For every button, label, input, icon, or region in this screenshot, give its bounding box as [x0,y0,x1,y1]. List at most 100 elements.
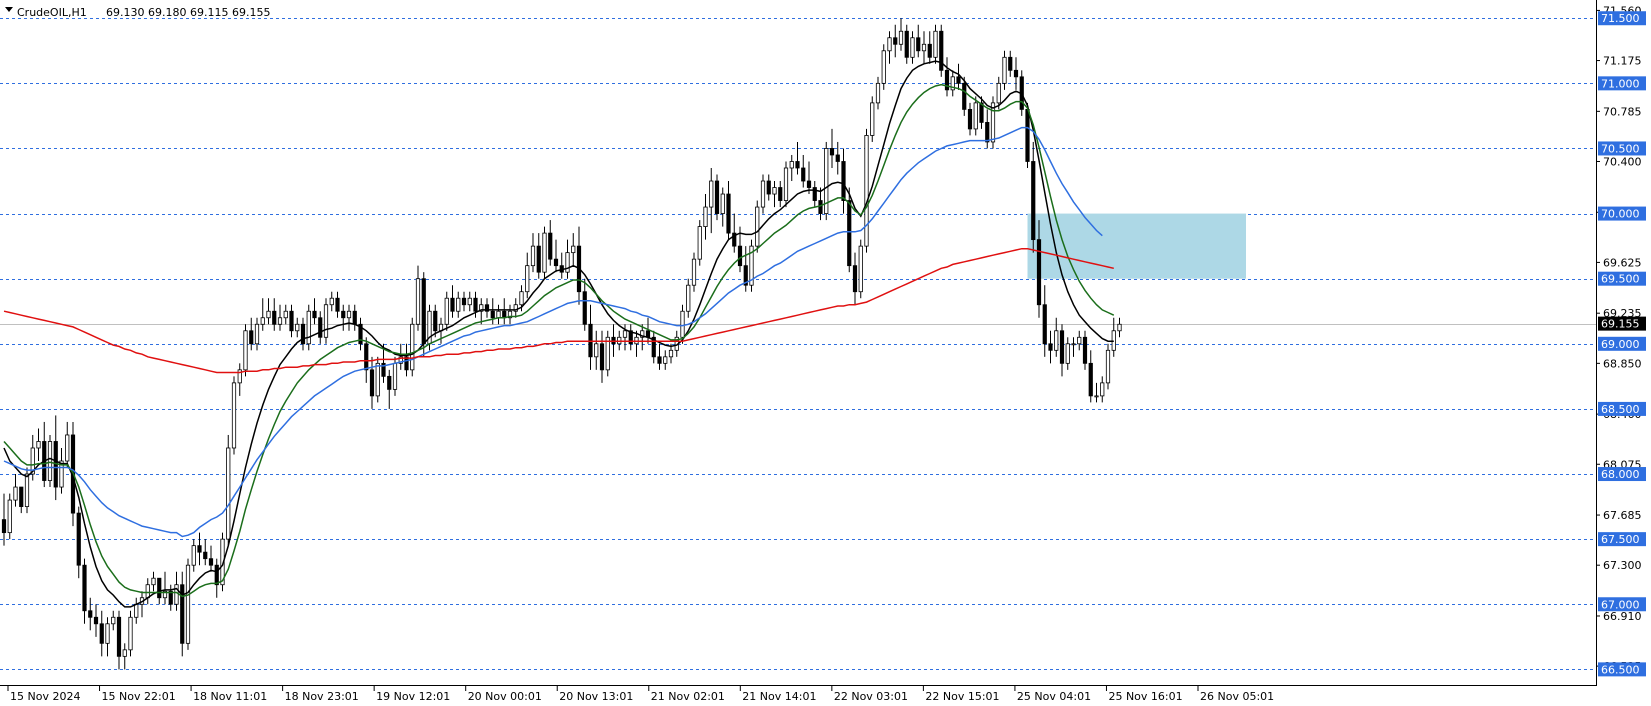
candle-bear [93,616,99,625]
time-tick-label: 22 Nov 03:01 [834,690,908,703]
level-tags: 71.500 71.000 70.500 70.000 69.500 69.000 68.5… [1598,11,1646,677]
chart-header: CrudeOIL,H1 69.130 69.180 69.115 69.155 [5,6,270,19]
candle-bull [824,148,829,214]
level-tag-bg [1598,271,1646,286]
level-tag: 67.000 [1601,598,1640,611]
candle-bear [582,291,587,325]
candle-bear [381,362,386,377]
candle-bull [65,434,70,462]
candle-bear [893,37,898,45]
candle-bull [122,649,127,657]
candle-bear [651,336,656,358]
candle-bear [1059,330,1065,364]
dropdown-arrow-icon[interactable] [5,7,13,12]
level-tag: 71.500 [1601,12,1640,25]
candle-bear [962,82,967,110]
candle-bear [599,343,605,371]
time-tick-label: 21 Nov 14:01 [742,690,816,703]
candle-bull [266,310,271,319]
candle-bull [663,356,668,364]
candle-bear [76,512,81,566]
candle-bull [542,232,547,273]
candle-bear [433,310,438,332]
level-tag-bg [1598,467,1646,482]
time-tick-label: 25 Nov 16:01 [1108,690,1182,703]
candle-bear [1013,69,1019,78]
candle-bull [260,317,265,325]
time-tick-label: 26 Nov 05:01 [1200,690,1274,703]
candle-bull [933,30,938,58]
candle-bull [254,323,260,345]
candle-bull [1117,323,1122,332]
candle-bear [841,161,846,201]
candle-bull [346,310,352,319]
candle-bull [749,245,754,286]
candle-bull [680,310,685,338]
candle-bear [818,200,823,214]
candle-bear [714,180,720,214]
candle-bull [1105,349,1111,384]
candle-bear [208,558,214,566]
candle-bull [783,167,789,201]
level-tag: 69.500 [1601,273,1640,286]
candle-bear [214,564,219,586]
candle-bear [197,545,202,553]
candle-bull [398,356,403,364]
candle-bear [421,278,426,345]
candle-bear [806,180,812,188]
candle-bear [829,148,835,156]
candle-bull [128,616,133,651]
candle-bull [973,102,978,130]
candle-bull [691,258,697,286]
candle-bull [1054,330,1059,351]
candle-bear [732,232,737,247]
candle-bull [467,297,472,306]
candle-bear [82,564,87,612]
candle-bear [801,167,806,182]
candle-bear [852,265,858,293]
price-tick-label: 68.850 [1603,357,1642,370]
candle-bear [341,310,346,319]
candle-bear [490,310,495,319]
level-tag: 67.500 [1601,533,1640,546]
time-tick-label: 18 Nov 11:01 [193,690,267,703]
candle-bear [484,304,490,312]
candle-bull [1077,336,1082,345]
price-tick-label: 69.625 [1603,256,1642,269]
candle-bear [1008,56,1013,71]
price-tick-label: 66.910 [1603,610,1642,623]
level-tag-bg [1598,206,1646,221]
candle-bull [755,206,760,247]
candle-bear [19,486,24,507]
candle-bull [605,336,610,371]
candle-bull [507,310,513,319]
candle-bull [789,161,794,169]
symbol-label: CrudeOIL,H1 [17,6,87,19]
candle-bull [231,382,237,449]
candle-bear [726,193,731,234]
candle-bear [88,610,93,618]
level-tag-bg [1598,532,1646,547]
candle-bull [571,245,576,254]
candle-bull [990,102,996,143]
candle-bull [921,43,927,52]
candle-bull [496,310,501,319]
candle-bear [536,245,541,273]
candle-bull [174,584,179,605]
candle-bear [812,187,817,201]
candle-bull [30,447,35,475]
candle-bear [628,330,633,345]
candle-bull [1002,56,1007,84]
level-tag: 70.000 [1601,208,1640,221]
candle-bear [956,76,961,84]
candle-bull [996,82,1001,104]
candle-bull [444,297,449,325]
candle-bull [703,206,708,227]
candle-bear [461,297,467,306]
candle-bull [950,76,955,91]
moving-average-line [3,60,1114,608]
candle-bull [479,304,484,312]
candle-bull [881,50,886,84]
current-price-tag-bg [1598,316,1646,331]
